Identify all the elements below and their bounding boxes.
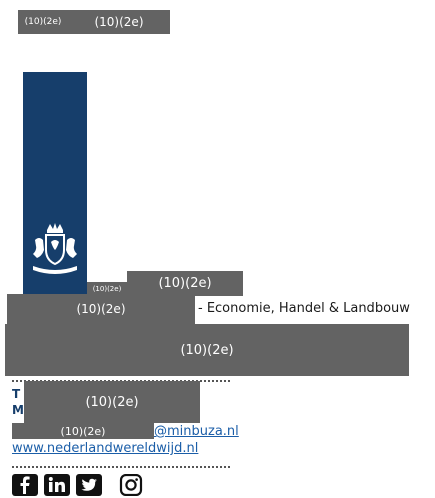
mobile-label: M	[12, 403, 24, 417]
facebook-icon[interactable]	[12, 474, 38, 496]
name-redaction: (10)(2e)	[127, 271, 243, 296]
header-redaction-2: (10)(2e)	[68, 10, 170, 34]
website-link[interactable]: www.nederlandwereldwijd.nl	[12, 441, 199, 456]
department-redaction: (10)(2e)	[7, 294, 195, 324]
government-logo	[23, 72, 87, 294]
instagram-icon[interactable]	[118, 474, 144, 496]
contact-redaction: (10)(2e)	[24, 381, 200, 423]
contact-redaction-text: (10)(2e)	[85, 394, 139, 410]
address-redaction: (10)(2e)	[5, 324, 409, 376]
department-redaction-text: (10)(2e)	[76, 302, 126, 316]
separator-bottom	[12, 466, 230, 468]
header-redaction-1-text: (10)(2e)	[24, 17, 62, 27]
linkedin-icon[interactable]	[44, 474, 70, 496]
name-redaction-small-text: (10)(2e)	[92, 285, 122, 293]
email-link[interactable]: @minbuza.nl	[154, 424, 239, 439]
header-redaction-2-text: (10)(2e)	[94, 15, 144, 29]
department-name: - Economie, Handel & Landbouw	[198, 301, 410, 316]
phone-label: T	[12, 387, 21, 401]
twitter-icon[interactable]	[76, 474, 102, 496]
name-redaction-text: (10)(2e)	[158, 276, 212, 291]
address-redaction-text: (10)(2e)	[180, 342, 234, 358]
header-redaction-1: (10)(2e)	[18, 10, 68, 34]
name-redaction-small: (10)(2e)	[87, 282, 127, 296]
email-redaction-text: (10)(2e)	[60, 424, 106, 438]
coat-of-arms-icon	[33, 223, 77, 274]
email-redaction: (10)(2e)	[12, 423, 154, 439]
